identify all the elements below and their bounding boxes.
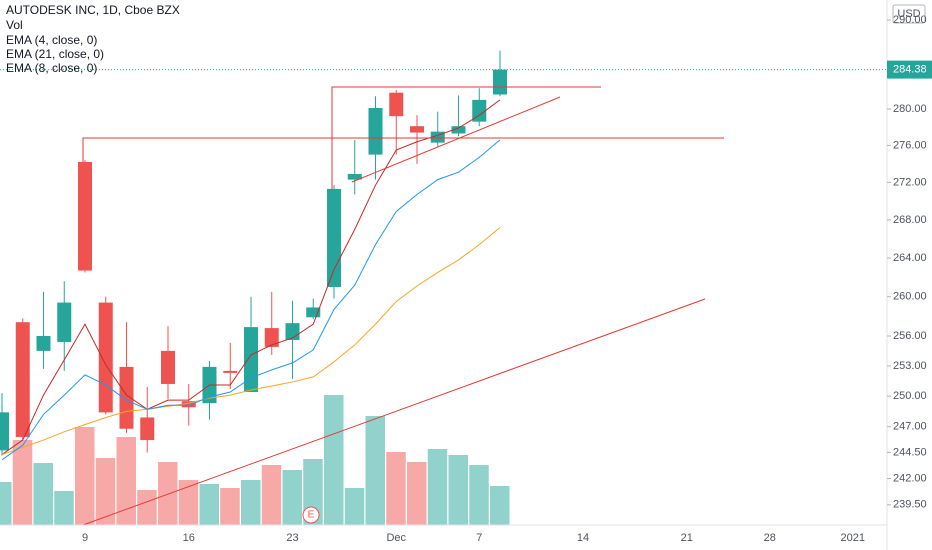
volume-bar <box>448 455 468 525</box>
volume-bar <box>0 482 12 525</box>
volume-bar <box>158 462 178 525</box>
candle-body <box>493 69 507 95</box>
volume-bar <box>490 486 510 525</box>
candle-body <box>472 99 487 122</box>
legend: AUTODESK INC, 1D, Cboe BZX Vol EMA (4, c… <box>6 3 180 75</box>
last-price-label: 284.38 <box>893 64 927 76</box>
candle-body <box>389 92 404 117</box>
earnings-label[interactable]: E <box>308 510 315 521</box>
volume-bar <box>95 458 116 525</box>
volume-bar <box>137 490 157 525</box>
y-tick-label: 290.00 <box>893 14 927 26</box>
earnings-marker[interactable] <box>302 506 320 524</box>
x-tick-label: 23 <box>286 532 298 544</box>
candle-body <box>430 131 445 143</box>
volume-bar <box>407 462 427 525</box>
volume-bar <box>178 480 199 525</box>
volume-bar <box>386 452 406 525</box>
x-tick-label: 2021 <box>841 532 865 544</box>
x-tick-label: 9 <box>82 532 88 544</box>
volume-bar <box>220 488 240 525</box>
y-tick-label: 280.00 <box>893 103 927 115</box>
chart-title: AUTODESK INC, 1D, Cboe BZX <box>6 3 180 17</box>
currency-label[interactable]: USD <box>897 8 920 20</box>
candle-body <box>140 417 155 441</box>
candle-body <box>15 322 30 437</box>
ema-line <box>1 139 501 461</box>
candle-body <box>451 126 466 134</box>
y-tick-label: 260.00 <box>893 291 927 303</box>
y-tick-label: 264.00 <box>893 252 927 264</box>
candle-body <box>264 328 279 347</box>
ema-line <box>1 99 501 455</box>
drawing-line <box>351 96 561 183</box>
last-price-box <box>887 60 932 79</box>
candle-body <box>78 161 92 271</box>
y-tick-label: 244.50 <box>893 446 927 458</box>
y-tick-label: 239.50 <box>893 499 927 511</box>
x-tick-label: Dec <box>386 532 406 544</box>
y-tick-label: 276.00 <box>893 139 927 151</box>
candle-body <box>306 307 321 318</box>
candle-body <box>161 350 175 384</box>
drawing-line <box>331 86 601 190</box>
candle-body <box>223 370 238 373</box>
x-tick-label: 28 <box>764 532 776 544</box>
candle-body <box>181 401 196 408</box>
y-tick-label: 247.00 <box>893 421 927 433</box>
volume-bar <box>344 488 365 525</box>
volume-bar <box>199 484 219 525</box>
x-tick-label: 16 <box>183 532 195 544</box>
candle-body <box>327 188 341 287</box>
legend-entry: EMA (8, close, 0) <box>6 61 97 75</box>
y-tick-label: 250.00 <box>893 390 927 402</box>
volume-bar <box>282 470 302 525</box>
drawing-line <box>82 137 724 162</box>
candle-body <box>244 327 258 393</box>
candle-body <box>0 412 9 451</box>
volume-bar <box>324 395 344 525</box>
candle-body <box>347 174 362 180</box>
candle-body <box>98 302 113 413</box>
drawing-line <box>82 298 706 526</box>
legend-entry: EMA (21, close, 0) <box>6 47 104 61</box>
candle-body <box>410 126 424 133</box>
y-tick-label: 253.00 <box>893 360 927 372</box>
volume-bar <box>261 465 282 525</box>
y-tick-label: 268.00 <box>893 214 927 226</box>
volume-bar <box>33 463 53 525</box>
candle-body <box>119 366 134 429</box>
volume-bar <box>365 416 385 525</box>
x-tick-label: 21 <box>681 532 693 544</box>
volume-bar <box>427 449 448 525</box>
legend-entry: Vol <box>6 18 23 32</box>
legend-entry: EMA (4, close, 0) <box>6 33 97 47</box>
x-tick-label: 7 <box>476 532 482 544</box>
volume-bar <box>12 440 33 525</box>
volume-bar <box>241 480 261 525</box>
y-tick-label: 242.00 <box>893 472 927 484</box>
candle-body <box>36 336 51 351</box>
x-tick-label: 14 <box>577 532 589 544</box>
candle-body <box>368 108 383 155</box>
y-tick-label: 256.00 <box>893 330 927 342</box>
ema-line <box>1 227 501 456</box>
volume-bar <box>116 437 136 525</box>
volume-bar <box>54 491 74 525</box>
plot-area <box>0 50 887 525</box>
currency-box[interactable] <box>892 4 926 24</box>
volume-bar <box>469 465 489 525</box>
candle-body <box>57 302 72 342</box>
volume-bar <box>75 427 95 525</box>
y-tick-label: 272.00 <box>893 176 927 188</box>
